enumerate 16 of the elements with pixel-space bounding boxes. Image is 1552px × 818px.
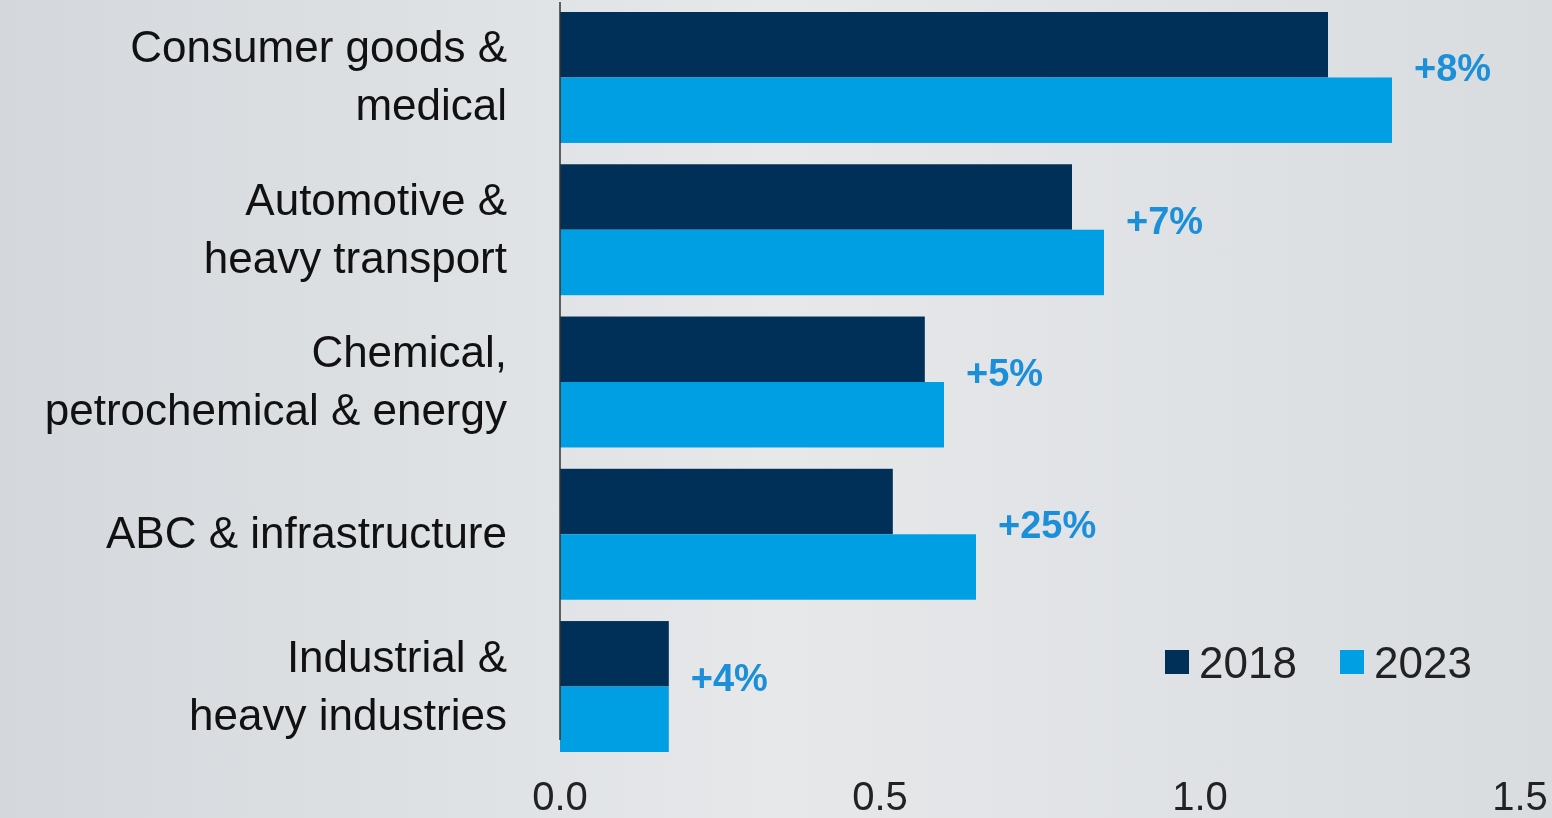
y-tick-label: Automotive & heavy transport [203,174,507,282]
annotation: +8% [1414,47,1492,90]
legend-label: 2018 [1199,638,1297,687]
x-tick-label: 0.0 [532,774,588,818]
y-tick-label: Consumer goods & medical [130,22,507,130]
legend-label: 2023 [1374,638,1472,687]
y-tick-label: ABC & infrastructure [105,508,507,558]
x-tick-label: 1.5 [1492,774,1548,818]
y-tick-label: Industrial & heavy industries [189,631,507,739]
annotation: +4% [690,656,768,699]
x-tick-label: 1.0 [1172,774,1228,818]
y-tick-label: Chemical, petrochemical & energy [44,327,507,434]
annotation: +5% [966,352,1044,394]
annotation: +7% [1126,199,1204,242]
x-tick-label: 0.5 [852,774,908,818]
annotation: +25% [998,504,1097,547]
